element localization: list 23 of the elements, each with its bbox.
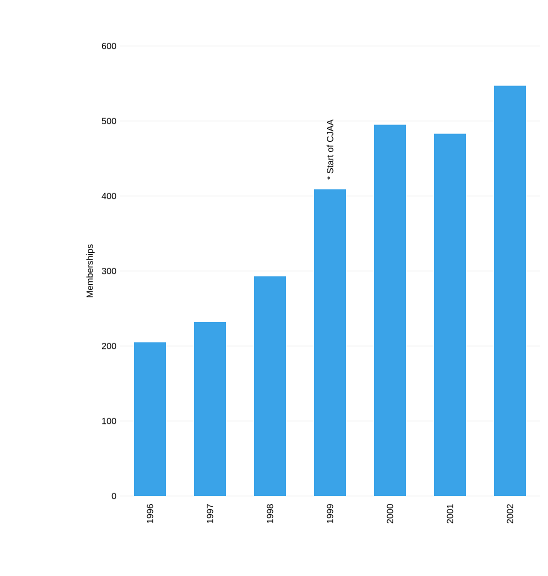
- x-tick-label: 1998: [266, 504, 274, 524]
- x-tick-label: 2002: [506, 504, 514, 524]
- bar: [314, 189, 346, 496]
- y-tick-label: 200: [102, 342, 116, 350]
- y-tick-label: 500: [102, 118, 116, 124]
- bar: [194, 322, 226, 496]
- bar: [134, 342, 166, 496]
- x-tick-label: 1997: [206, 504, 214, 524]
- bar: [494, 86, 526, 496]
- bar: [374, 124, 406, 496]
- y-tick-label: 300: [102, 268, 116, 274]
- bar: [254, 276, 286, 496]
- y-tick-label: 600: [102, 42, 116, 50]
- x-tick-label: 2001: [446, 504, 454, 524]
- bar: [434, 134, 466, 496]
- y-tick-label: 100: [102, 418, 116, 424]
- y-tick-label: 400: [102, 192, 116, 200]
- annotation: * Start of CJAA: [326, 119, 334, 180]
- x-tick-label: 1999: [326, 504, 334, 524]
- x-tick-label: 2000: [386, 504, 394, 524]
- y-tick-label: 0: [112, 492, 116, 500]
- x-tick-label: 1996: [146, 504, 154, 524]
- y-axis-title: Memberships: [86, 244, 95, 298]
